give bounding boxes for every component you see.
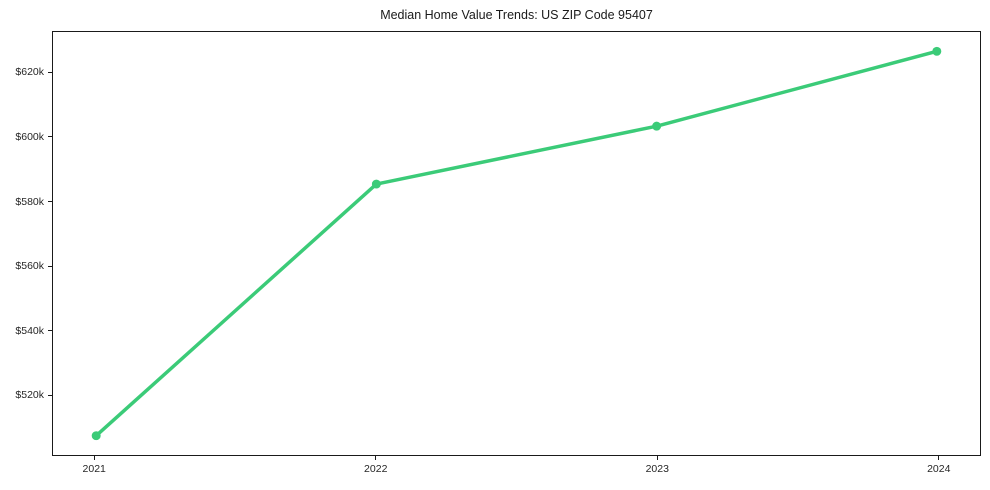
x-tick-mark [938,456,940,460]
line-chart-svg [91,46,942,441]
trend-line [94,49,939,438]
y-tick-mark [48,201,52,203]
y-tick-mark [48,136,52,138]
plot-area [52,31,981,456]
x-tick-label: 2022 [364,463,388,475]
x-tick-label: 2024 [927,463,951,475]
y-tick-label: $560k [15,260,44,273]
data-point-marker [932,46,942,56]
y-tick-label: $540k [15,324,44,337]
data-point-marker [652,121,662,131]
chart-title: Median Home Value Trends: US ZIP Code 95… [380,8,653,22]
y-tick-mark [48,265,52,267]
y-tick-label: $600k [15,130,44,143]
x-tick-mark [93,456,95,460]
y-tick-mark [48,394,52,396]
x-tick-label: 2021 [82,463,106,475]
x-tick-label: 2023 [645,463,669,475]
data-point-marker [91,431,101,441]
y-tick-label: $580k [15,195,44,208]
x-tick-mark [656,456,658,460]
y-tick-mark [48,71,52,73]
y-tick-label: $520k [15,389,44,402]
x-tick-mark [375,456,377,460]
y-tick-label: $620k [15,66,44,79]
y-tick-mark [48,330,52,332]
data-point-marker [371,179,381,189]
